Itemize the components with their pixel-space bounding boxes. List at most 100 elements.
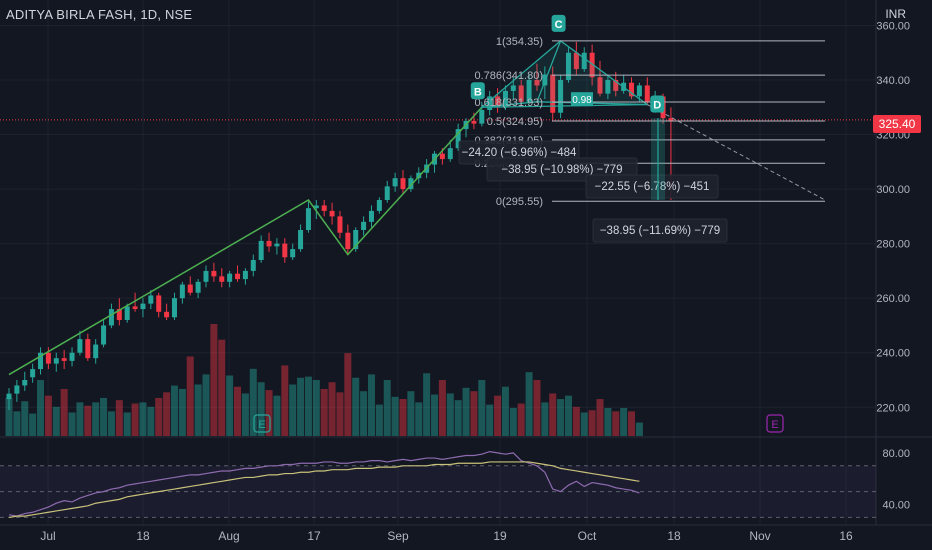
volume-bar (92, 402, 100, 436)
volume-bar (234, 386, 242, 436)
volume-bar (29, 413, 37, 436)
fib-level-label: 0(295.55) (496, 196, 543, 208)
price-tick-label: 240.00 (876, 348, 910, 360)
volume-bar (210, 324, 218, 436)
candle-body (179, 284, 185, 299)
candle-body (629, 82, 635, 97)
candle-body (550, 74, 556, 113)
candle-body (668, 118, 674, 121)
candle-body (526, 80, 532, 102)
volume-bar (580, 412, 588, 436)
volume-bar (328, 382, 336, 436)
candle-body (305, 208, 311, 230)
volume-bar (60, 388, 68, 436)
earnings-marker-label: E (771, 419, 778, 431)
volume-bar (501, 386, 509, 436)
candle-body (573, 52, 579, 70)
symbol-title[interactable]: ADITYA BIRLA FASH, 1D, NSE (6, 7, 193, 22)
time-axis: Jul 18 Aug 17 Sep 19 Oct 18 Nov 16 (40, 529, 853, 543)
price-axis: 360.00340.00320.00300.00280.00260.00240.… (876, 20, 910, 414)
candle-body (93, 344, 99, 359)
measure-label: −38.95 (−10.98%) −779 (501, 164, 622, 176)
pattern-point-badge (470, 82, 485, 100)
candle-body (368, 210, 374, 222)
candle-body (565, 52, 571, 80)
volume-bar (44, 395, 52, 436)
volume-bar (218, 339, 226, 436)
volume-bar (383, 380, 391, 436)
volume-bar (541, 402, 549, 436)
pattern-point-badge (551, 14, 566, 32)
volume-bar (375, 404, 383, 436)
price-tick-label: 280.00 (876, 239, 910, 251)
candle-body (487, 96, 493, 110)
pattern-leg (536, 40, 562, 103)
time-tick-label: 19 (493, 529, 507, 543)
candle-body (85, 339, 91, 359)
volume-bar (494, 395, 502, 436)
measure-label: −24.20 (−6.96%) −484 (462, 147, 577, 159)
volume-bar (52, 406, 60, 436)
volume-bar (37, 380, 45, 436)
volume-bar (588, 410, 596, 436)
volume-bar (170, 385, 178, 436)
volume-bar (289, 384, 297, 436)
volume-bar (407, 391, 415, 436)
pattern-point-label: C (555, 19, 563, 31)
candle-body (455, 129, 461, 149)
candle-body (171, 298, 177, 318)
price-tick-label: 340.00 (876, 75, 910, 87)
time-tick-label: 16 (839, 529, 853, 543)
time-tick-label: 18 (136, 529, 150, 543)
candle-body (156, 295, 162, 312)
candle-body (644, 85, 650, 102)
trend-zigzag-line (8, 106, 483, 376)
candle-body (313, 205, 319, 209)
candle-body (274, 243, 280, 247)
candle-body (613, 80, 619, 91)
candle-body (376, 200, 382, 211)
volume-bar (454, 400, 462, 436)
rsi-ma-line (8, 461, 640, 519)
candle-body (108, 309, 114, 326)
candle-body (400, 178, 406, 190)
fib-level-label: 0.786(341.80) (475, 70, 544, 82)
candle-body (140, 303, 146, 310)
volume-bar (446, 393, 454, 436)
candle-body (30, 369, 36, 378)
candle-body (605, 80, 611, 94)
volume-bar (564, 395, 572, 436)
candle-body (597, 77, 603, 94)
last-price-badge: 325.40 (873, 115, 921, 133)
time-tick-label: 18 (667, 529, 681, 543)
volume-bar (320, 388, 328, 436)
volume-bar (155, 397, 163, 436)
time-tick-label: Jul (40, 529, 55, 543)
candle-body (6, 393, 12, 400)
volume-bar (100, 397, 108, 436)
candle-body (211, 270, 217, 277)
volume-bar (186, 356, 194, 436)
volume-bar (352, 377, 360, 436)
volume-bar (431, 394, 439, 436)
candle-body (53, 358, 59, 364)
candle-body (345, 232, 351, 250)
rsi-tick-label: 80.00 (882, 448, 910, 460)
volume-bar (115, 400, 123, 436)
currency-label: INR (885, 7, 906, 21)
candle-body (69, 352, 75, 361)
volume-bar (399, 399, 407, 436)
candle-body (132, 306, 138, 310)
candle-body (337, 216, 343, 233)
candle-body (447, 148, 453, 160)
volume-bar (178, 388, 186, 436)
time-tick-label: Oct (578, 529, 597, 543)
volume-bar (557, 399, 565, 436)
volume-bar (462, 387, 470, 436)
candle-body (61, 358, 67, 361)
volume-bar (635, 422, 643, 436)
candle-body (282, 243, 288, 258)
candle-body (495, 96, 501, 108)
